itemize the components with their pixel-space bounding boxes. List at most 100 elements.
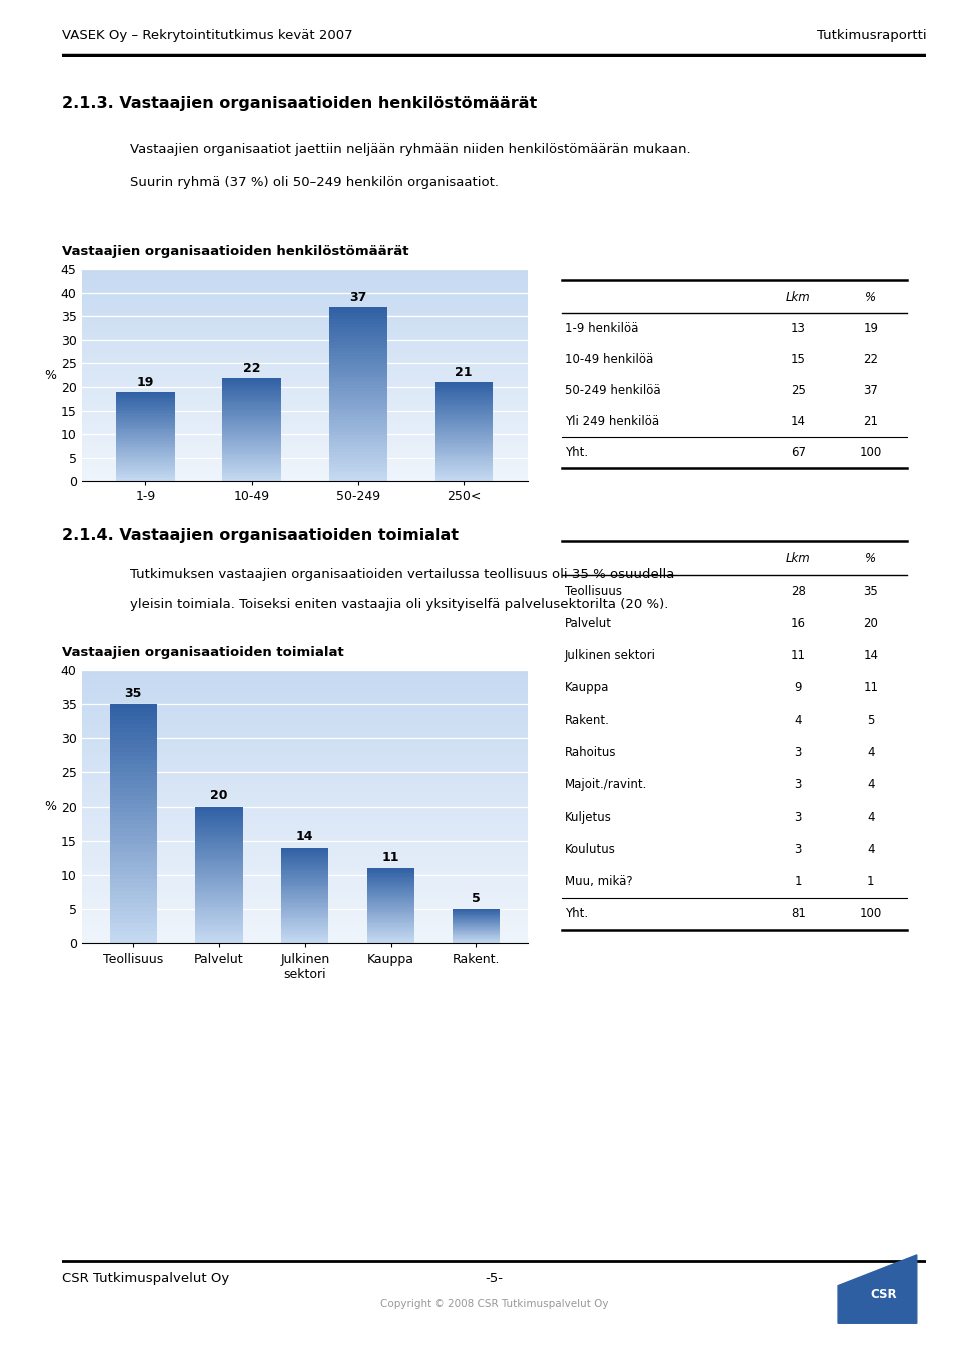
Text: 10-49 henkilöä: 10-49 henkilöä <box>565 353 654 366</box>
Bar <box>195 827 243 830</box>
Bar <box>281 858 328 860</box>
Bar <box>435 407 493 409</box>
Bar <box>195 916 243 919</box>
Bar <box>116 451 175 452</box>
Bar <box>195 886 243 889</box>
Bar <box>328 380 387 383</box>
Text: 20: 20 <box>210 789 228 802</box>
Bar <box>82 446 528 450</box>
Text: 13: 13 <box>791 321 805 335</box>
Text: %: % <box>865 291 876 303</box>
Bar <box>82 884 528 889</box>
Bar <box>109 923 156 927</box>
Bar <box>328 308 387 310</box>
Bar <box>82 807 528 811</box>
Text: Palvelut: Palvelut <box>565 617 612 630</box>
Bar <box>435 451 493 454</box>
Bar <box>82 775 528 779</box>
Bar <box>223 433 281 435</box>
Text: 16: 16 <box>791 617 805 630</box>
Text: 1-9 henkilöä: 1-9 henkilöä <box>565 321 638 335</box>
Bar <box>435 424 493 425</box>
Bar <box>195 932 243 934</box>
Bar <box>223 477 281 480</box>
Bar <box>223 422 281 424</box>
Bar <box>223 402 281 403</box>
Bar <box>195 912 243 913</box>
Bar <box>281 934 328 935</box>
Bar <box>195 934 243 936</box>
Bar <box>82 358 528 361</box>
Bar <box>195 899 243 902</box>
Bar <box>195 891 243 893</box>
Bar <box>116 446 175 447</box>
Bar <box>195 878 243 879</box>
Bar <box>109 848 156 852</box>
Text: 4: 4 <box>867 811 875 823</box>
Bar <box>116 427 175 428</box>
Bar <box>82 729 528 734</box>
Bar <box>328 429 387 432</box>
Bar <box>195 920 243 923</box>
Bar <box>116 435 175 436</box>
Bar <box>223 388 281 390</box>
Bar <box>109 920 156 923</box>
Text: 28: 28 <box>791 585 805 597</box>
Bar <box>116 450 175 451</box>
Bar <box>223 416 281 417</box>
Bar <box>223 459 281 461</box>
Bar <box>116 413 175 414</box>
Bar <box>281 872 328 874</box>
Bar <box>281 927 328 930</box>
Bar <box>328 347 387 350</box>
Bar <box>223 401 281 402</box>
Bar <box>82 865 528 871</box>
Bar <box>281 913 328 915</box>
Text: -5-: -5- <box>486 1271 503 1285</box>
Bar <box>435 387 493 388</box>
Bar <box>223 480 281 481</box>
Text: VASEK Oy – Rekrytointitutkimus kevät 2007: VASEK Oy – Rekrytointitutkimus kevät 200… <box>62 29 353 42</box>
Bar <box>223 421 281 422</box>
Bar <box>116 396 175 398</box>
Bar <box>328 362 387 365</box>
Bar <box>223 395 281 396</box>
Bar <box>223 391 281 394</box>
Bar <box>82 470 528 474</box>
Bar <box>435 425 493 427</box>
Bar <box>195 902 243 905</box>
Text: 35: 35 <box>864 585 878 597</box>
Bar <box>82 939 528 943</box>
Bar <box>82 857 528 861</box>
Bar <box>82 329 528 332</box>
Bar <box>223 407 281 409</box>
Bar <box>195 913 243 916</box>
Bar <box>116 431 175 432</box>
Text: 9: 9 <box>795 682 803 694</box>
Bar <box>116 465 175 466</box>
Bar <box>195 861 243 864</box>
Bar <box>281 867 328 868</box>
Y-axis label: %: % <box>44 369 56 381</box>
Text: Vastaajien organisaatiot jaettiin neljään ryhmään niiden henkilöstömäärän mukaan: Vastaajien organisaatiot jaettiin neljää… <box>130 144 690 156</box>
Bar <box>435 478 493 480</box>
Bar <box>223 398 281 401</box>
Bar <box>328 401 387 403</box>
Bar <box>82 912 528 916</box>
Text: Lkm: Lkm <box>786 291 810 303</box>
Bar <box>223 383 281 384</box>
Bar <box>195 816 243 817</box>
Bar <box>109 796 156 800</box>
Bar <box>435 399 493 401</box>
Bar <box>195 838 243 841</box>
Bar <box>195 898 243 899</box>
Bar <box>82 861 528 865</box>
Bar <box>281 850 328 853</box>
Bar <box>435 468 493 470</box>
Bar <box>116 480 175 481</box>
Bar <box>281 930 328 931</box>
Bar <box>435 402 493 403</box>
Bar <box>82 715 528 720</box>
Bar <box>195 811 243 813</box>
Bar <box>281 912 328 913</box>
